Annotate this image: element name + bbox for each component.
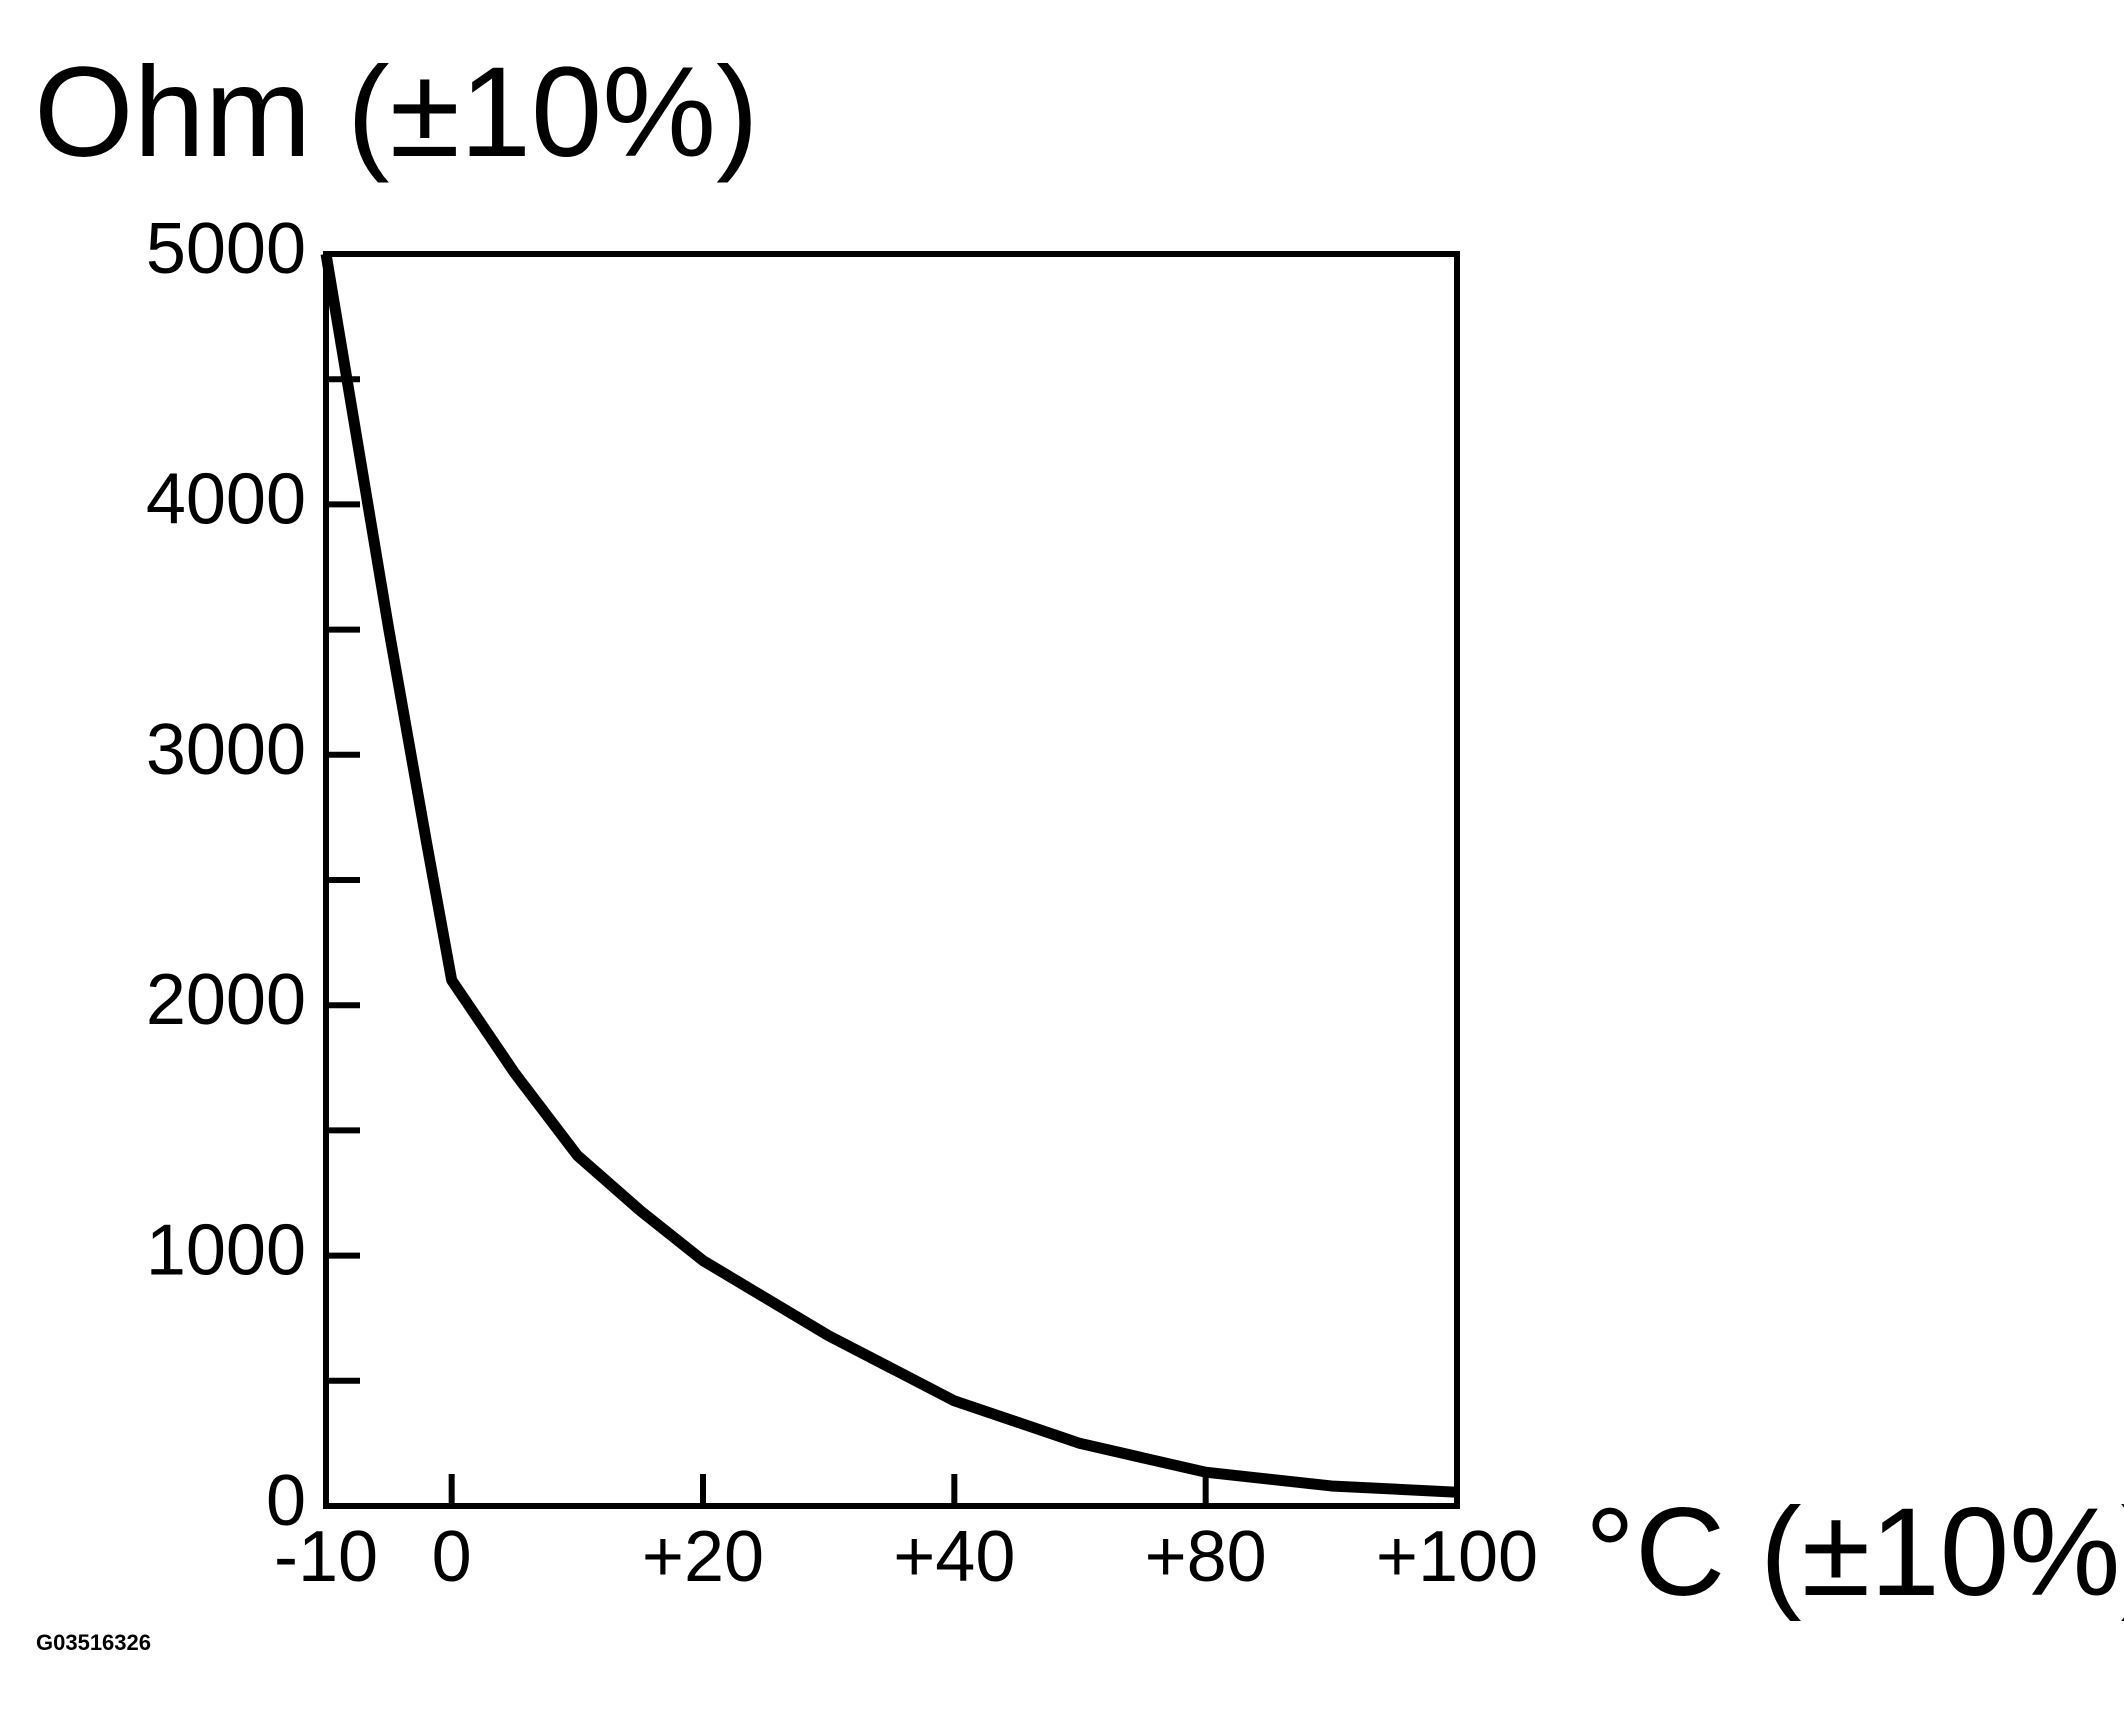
data-line (320, 253, 1458, 1498)
x-tick-label: +100 (1376, 1517, 1538, 1597)
x-tick-label: +20 (642, 1517, 764, 1597)
x-tick-label: +80 (1145, 1517, 1267, 1597)
y-tick-label: 4000 (146, 459, 306, 539)
footnote: G03516326 (36, 1630, 151, 1655)
plot-frame (323, 251, 1460, 1509)
x-tick-label: +40 (893, 1517, 1015, 1597)
y-tick-label: 1000 (146, 1211, 306, 1291)
x-axis-title: °C (±10%) (1585, 1483, 2124, 1622)
y-tick-label: 5000 (146, 209, 306, 289)
y-tick-label: 2000 (146, 960, 306, 1040)
y-axis-title: Ohm (±10%) (34, 41, 759, 184)
x-tick-label: 0 (432, 1517, 472, 1597)
y-tick-label: 3000 (146, 710, 306, 790)
y-tick-label: 0 (266, 1461, 306, 1541)
x-tick-label: -10 (274, 1517, 378, 1597)
